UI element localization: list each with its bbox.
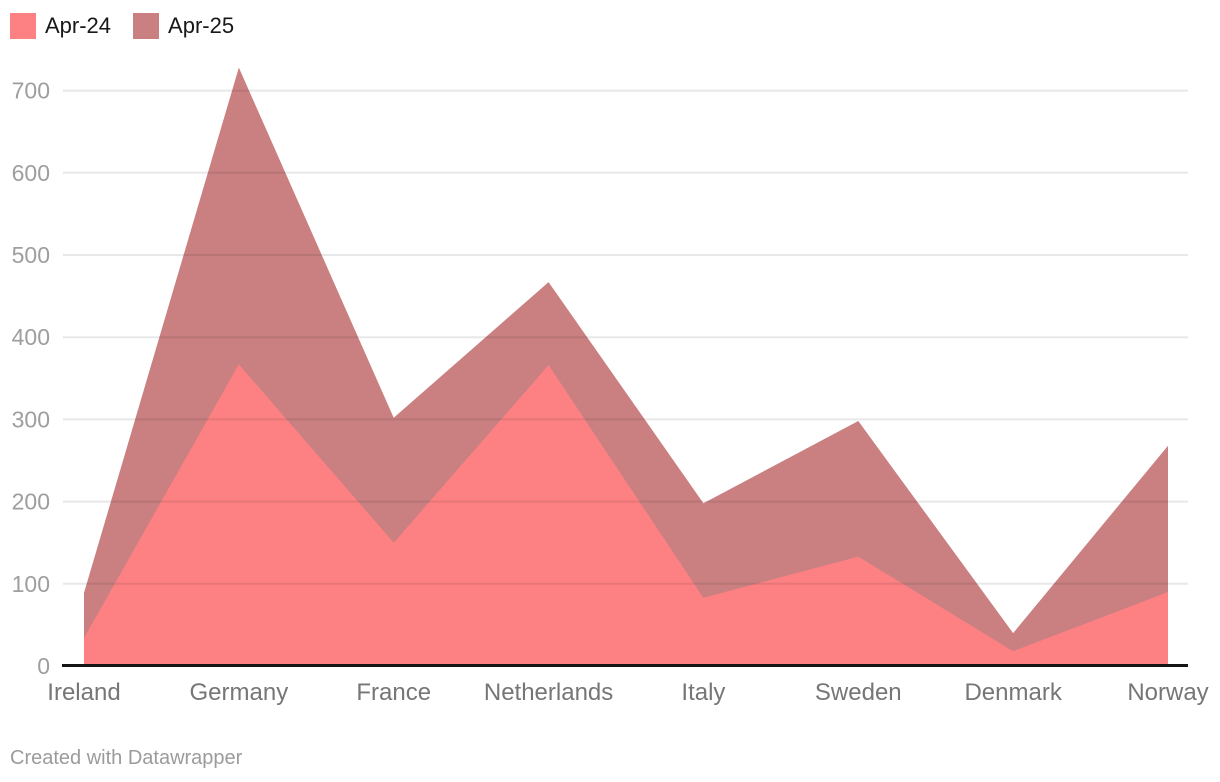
datawrapper-attribution-link[interactable]: Created with Datawrapper (10, 747, 243, 769)
x-tick-label-ireland: Ireland (47, 679, 120, 706)
legend-item-apr-24: Apr-24 (10, 13, 111, 39)
legend-swatch-icon (10, 13, 36, 39)
legend-swatch-icon (133, 13, 160, 39)
x-tick-label-germany: Germany (190, 679, 289, 706)
y-tick-label-700: 700 (12, 78, 50, 104)
chart-legend: Apr-24 Apr-25 (10, 13, 234, 39)
y-tick-label-600: 600 (12, 160, 50, 186)
x-tick-label-france: France (356, 679, 431, 706)
x-tick-label-netherlands: Netherlands (484, 679, 613, 706)
legend-item-apr-25: Apr-25 (133, 13, 234, 39)
legend-label: Apr-24 (45, 13, 112, 38)
y-tick-label-200: 200 (12, 489, 50, 515)
y-tick-label-0: 0 (37, 653, 50, 679)
legend-label: Apr-25 (168, 13, 235, 38)
x-tick-label-sweden: Sweden (815, 679, 902, 706)
y-tick-label-100: 100 (12, 571, 50, 597)
x-tick-label-italy: Italy (681, 679, 725, 706)
x-tick-label-norway: Norway (1127, 679, 1208, 706)
y-tick-label-500: 500 (12, 242, 50, 268)
x-tick-label-denmark: Denmark (964, 679, 1062, 706)
y-tick-label-300: 300 (12, 406, 50, 432)
y-tick-label-400: 400 (12, 324, 50, 350)
series-area-apr-24 (84, 364, 1168, 666)
